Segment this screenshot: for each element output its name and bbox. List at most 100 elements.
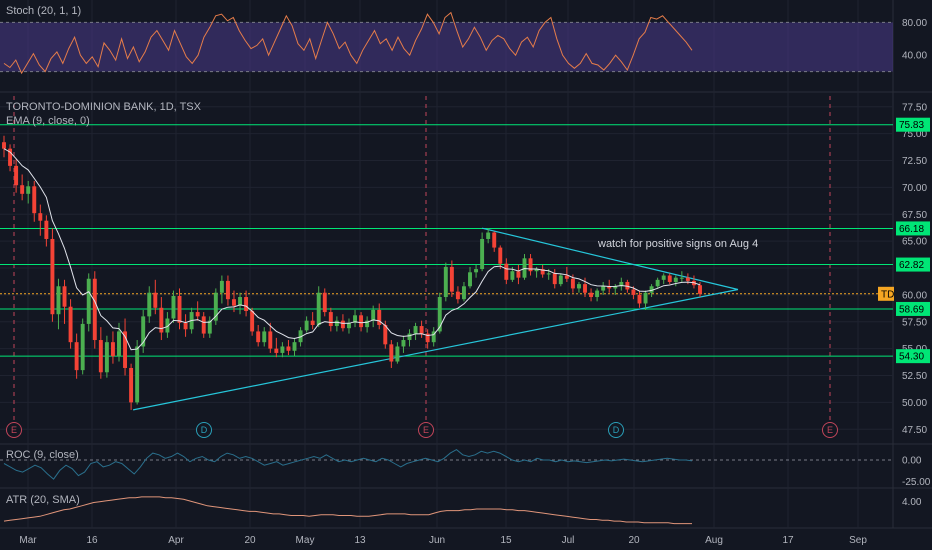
time-axis-tick: 17 <box>782 535 794 546</box>
candle-up <box>407 333 412 341</box>
candle-down <box>8 148 13 166</box>
candle-up <box>673 277 678 282</box>
candle-up <box>655 279 660 287</box>
stoch-axis-tick: 40.00 <box>902 51 927 62</box>
earnings-marker-label: E <box>423 425 429 435</box>
candle-up <box>135 346 140 403</box>
candle-down <box>62 286 67 307</box>
roc-axis-tick: 0.00 <box>902 456 922 467</box>
time-axis[interactable]: Mar 16 Apr 20 May 13 Jun 15 Jul 20 Aug 17 Sep <box>19 535 867 546</box>
earnings-marker <box>822 422 838 438</box>
trend-line <box>481 227 739 291</box>
candle-down <box>419 326 424 334</box>
earnings-marker-label: E <box>11 425 17 435</box>
candle-down <box>516 271 521 278</box>
candle-up <box>643 292 648 304</box>
candle-down <box>498 247 503 264</box>
candle-up <box>474 269 479 273</box>
ticker-tag-box <box>878 286 894 301</box>
candle-down <box>256 331 261 343</box>
candle-down <box>177 295 182 323</box>
candle-up <box>601 286 606 291</box>
candle-down <box>631 289 636 295</box>
roc-label: ROC (9, close) <box>6 449 79 461</box>
candle-down <box>153 292 158 308</box>
candle-down <box>110 342 115 357</box>
price-axis-tick: 57.50 <box>902 317 927 328</box>
candle-down <box>637 294 642 304</box>
price-axis-tick: 70.00 <box>902 183 927 194</box>
candle-down <box>698 285 702 294</box>
stoch-series-line <box>3 11 693 75</box>
candle-up <box>413 326 418 334</box>
pane-separators <box>0 0 932 529</box>
time-axis-tick: 20 <box>244 535 256 546</box>
level-tag-text: 54.30 <box>899 352 924 363</box>
candle-up <box>207 320 212 334</box>
ticker-tag: TD <box>878 286 894 301</box>
price-axis-tick: 67.50 <box>902 210 927 221</box>
candle-down <box>383 324 388 345</box>
time-axis-tick: 15 <box>500 535 512 546</box>
price-axis-tick: 75.00 <box>902 129 927 140</box>
candle-down <box>552 273 557 285</box>
candle-up <box>649 286 654 293</box>
price-axis-tick: 72.50 <box>902 156 927 167</box>
price-axis-tick: 50.00 <box>902 398 927 409</box>
atr-label: ATR (20, SMA) <box>6 494 80 506</box>
price-pane: watch for positive signs on Aug 4 TORONT… <box>0 96 893 438</box>
stoch-label: Stoch (20, 1, 1) <box>6 5 81 17</box>
candle-up <box>443 266 448 298</box>
candle-down <box>225 280 230 300</box>
time-axis-tick: 20 <box>628 535 640 546</box>
candle-down <box>504 263 509 280</box>
candle-up <box>437 297 442 332</box>
candle-down <box>528 258 533 272</box>
candle-up <box>534 269 539 272</box>
trend-line <box>132 288 739 411</box>
candle-down <box>389 344 394 362</box>
ema-line <box>3 148 701 351</box>
atr-axis-tick: 4.00 <box>902 497 922 508</box>
candle-up <box>431 331 436 343</box>
stoch-pane: Stoch (20, 1, 1) <box>0 5 893 75</box>
candle-up <box>371 309 376 321</box>
candle-down <box>98 340 103 373</box>
candle-down <box>32 186 37 214</box>
candle-down <box>201 316 206 334</box>
candle-down <box>328 312 333 327</box>
candle-down <box>377 309 382 325</box>
candle-down <box>68 306 73 343</box>
candle-up <box>147 292 152 317</box>
roc-series-line <box>3 448 693 480</box>
time-axis-tick: Jul <box>562 535 575 546</box>
candle-up <box>298 330 303 343</box>
price-axis-tick: 47.50 <box>902 425 927 436</box>
candle-down <box>195 312 200 317</box>
earnings-marker <box>418 422 434 438</box>
candle-down <box>20 185 25 194</box>
price-axis-tick: 52.50 <box>902 371 927 382</box>
trend-lines <box>132 227 739 411</box>
candle-down <box>268 331 273 349</box>
candle-down <box>44 220 49 239</box>
level-tag-box <box>896 349 930 364</box>
candle-up <box>510 271 515 280</box>
candle-up <box>26 186 31 194</box>
candle-down <box>92 278 97 341</box>
candle-up <box>353 315 357 323</box>
candle-up <box>117 331 121 357</box>
time-axis-tick: 16 <box>86 535 98 546</box>
dividend-marker <box>196 422 212 438</box>
time-axis-tick: May <box>296 535 315 546</box>
candle-up <box>165 318 170 333</box>
dividend-marker-label: D <box>613 425 620 435</box>
candle-down <box>570 278 575 289</box>
candle-up <box>365 320 370 328</box>
candle-up <box>219 280 224 293</box>
candle-up <box>613 286 618 289</box>
candle-down <box>286 346 291 351</box>
time-axis-tick: Apr <box>168 535 184 546</box>
roc-pane: ROC (9, close) <box>0 448 893 480</box>
